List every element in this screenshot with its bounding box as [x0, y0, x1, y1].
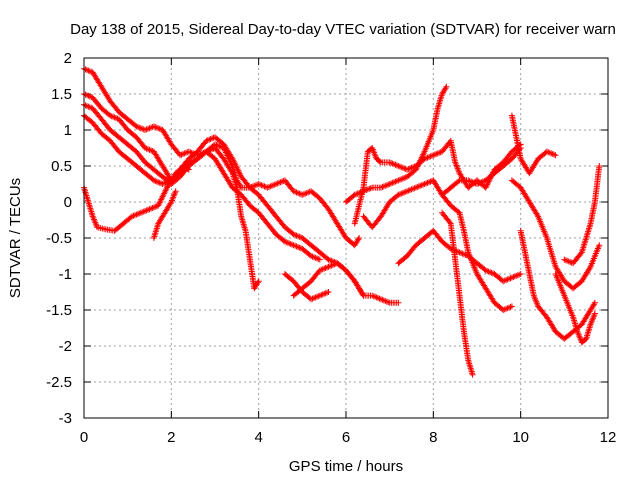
marker-path [290, 260, 402, 306]
series-track-16 [508, 177, 603, 292]
x-tick-label: 0 [80, 429, 88, 446]
marker-path [439, 145, 524, 198]
series-track-11 [360, 177, 515, 313]
series-track-17 [517, 227, 598, 342]
y-tick-label: 1 [64, 122, 72, 139]
series-track-12 [395, 227, 524, 285]
series-track-7 [290, 260, 402, 306]
marker-path [517, 227, 598, 342]
axis-ticks: 0 2 4 6 8 10 12 2 1.5 1 0.5 0 -0.5 -1 -1.5 -2 -2.5 -3 [46, 50, 616, 446]
series-track-6 [150, 188, 179, 241]
x-tick-label: 8 [429, 429, 437, 446]
data-markers [81, 65, 603, 378]
marker-path [439, 209, 476, 378]
marker-path [508, 112, 559, 177]
series-track-13 [439, 209, 476, 378]
marker-path [552, 271, 598, 346]
series-track-18 [552, 271, 598, 346]
marker-path [508, 177, 603, 292]
series-track-8 [281, 271, 332, 303]
marker-path [561, 163, 603, 267]
chart-title: Day 138 of 2015, Sidereal Day-to-day VTE… [70, 21, 616, 38]
series-track-10 [351, 137, 524, 227]
y-tick-label: 2 [64, 50, 72, 67]
y-tick-label: 0.5 [51, 158, 72, 175]
y-tick-label: -2.5 [46, 374, 72, 391]
marker-path [395, 227, 524, 285]
series-track-14 [439, 145, 524, 198]
y-tick-label: -1.5 [46, 302, 72, 319]
y-axis-label: SDTVAR / TECUs [7, 178, 24, 298]
marker-path [360, 177, 515, 313]
series-track-19 [561, 163, 603, 267]
plot-frame [83, 57, 609, 419]
x-tick-label: 12 [600, 429, 617, 446]
y-tick-label: -1 [59, 266, 72, 283]
series-track-2 [81, 91, 367, 299]
x-tick-label: 2 [167, 429, 175, 446]
x-axis-label: GPS time / hours [289, 458, 403, 475]
y-tick-label: 1.5 [51, 86, 72, 103]
x-tick-label: 6 [342, 429, 350, 446]
marker-path [150, 188, 179, 241]
marker-path [81, 91, 367, 299]
x-tick-label: 4 [254, 429, 262, 446]
y-tick-label: -2 [59, 338, 72, 355]
y-tick-label: -0.5 [46, 230, 72, 247]
series-track-15 [508, 112, 559, 177]
y-tick-label: 0 [64, 194, 72, 211]
y-tick-label: -3 [59, 410, 72, 427]
marker-path [281, 271, 332, 303]
marker-path [351, 137, 524, 227]
x-tick-label: 10 [512, 429, 529, 446]
